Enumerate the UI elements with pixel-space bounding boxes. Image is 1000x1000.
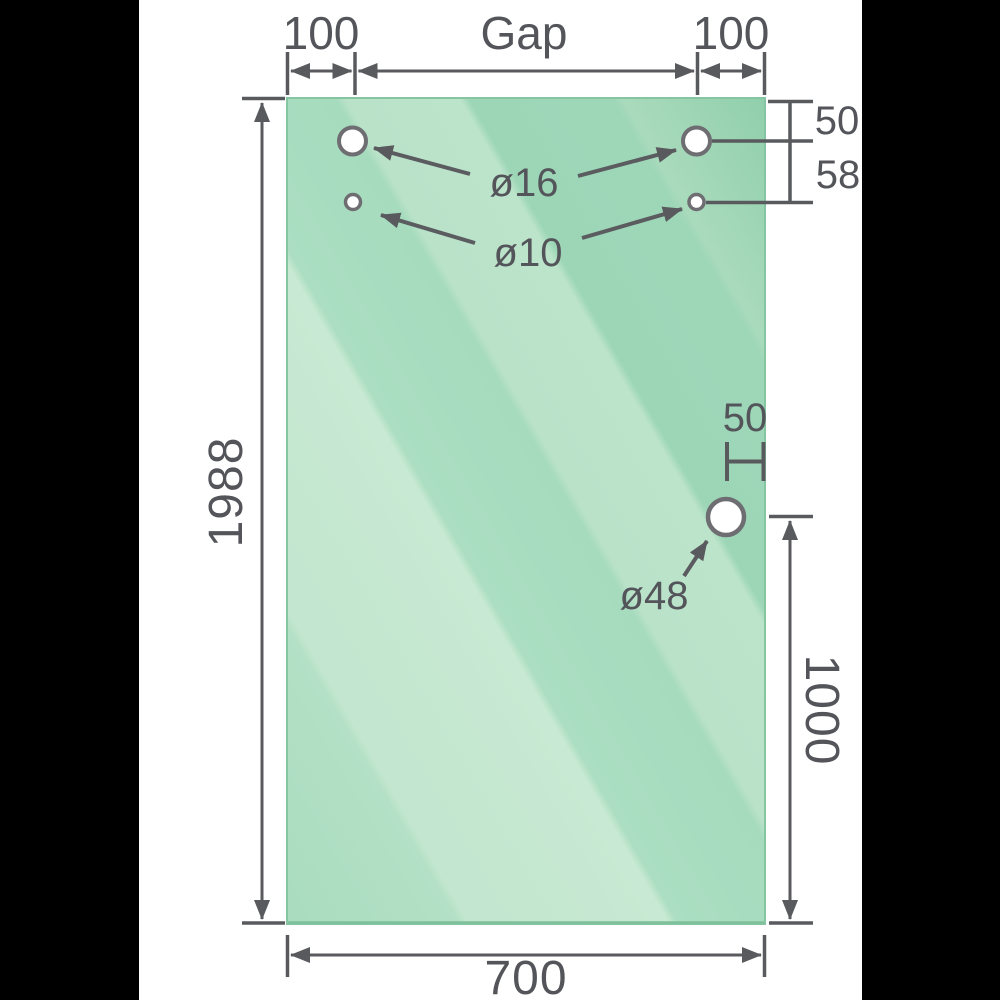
label-edge-to-top-hole: 50 (815, 99, 860, 143)
label-top-left-inset: 100 (283, 7, 360, 59)
dimension-height-1988: 1988 (200, 96, 285, 925)
label-panel-height: 1988 (200, 437, 253, 548)
matte-bar-left (0, 0, 139, 1000)
label-hole-top-diameter: ø16 (490, 161, 559, 205)
dimension-hole-offsets: 50 58 (706, 99, 861, 205)
callout-arrow (682, 539, 709, 578)
label-hole-mid-diameter: ø10 (494, 231, 563, 275)
callout-arrow-right (581, 206, 683, 240)
callout-o16: ø16 (373, 145, 677, 205)
hole-16-left (337, 125, 368, 157)
label-panel-width: 700 (484, 952, 567, 1000)
label-top-right-inset: 100 (693, 7, 770, 59)
label-gap: Gap (481, 7, 568, 59)
dimension-handle-edge: 50 (723, 396, 768, 481)
dimension-top: 100 Gap 100 (283, 7, 770, 95)
glass-panel (286, 97, 766, 925)
hole-10-right (687, 192, 706, 212)
label-handle-edge-offset: 50 (723, 396, 768, 440)
label-hole-handle-diameter: ø48 (620, 574, 689, 618)
callout-arrow-right (577, 147, 677, 178)
hole-48-handle (705, 496, 747, 538)
callout-arrow-left (373, 145, 471, 176)
label-handle-from-bottom: 1000 (795, 655, 848, 766)
callout-arrow-left (380, 212, 476, 245)
callout-o10: ø10 (380, 206, 683, 275)
dimension-handle-from-bottom: 1000 (769, 514, 848, 925)
dimension-width-700: 700 (285, 935, 767, 1000)
matte-bar-right (862, 0, 1000, 1000)
callout-o48: ø48 (620, 539, 709, 618)
label-top-to-mid-hole: 58 (816, 153, 861, 197)
hole-10-left (343, 192, 363, 212)
hole-16-right (681, 125, 712, 157)
